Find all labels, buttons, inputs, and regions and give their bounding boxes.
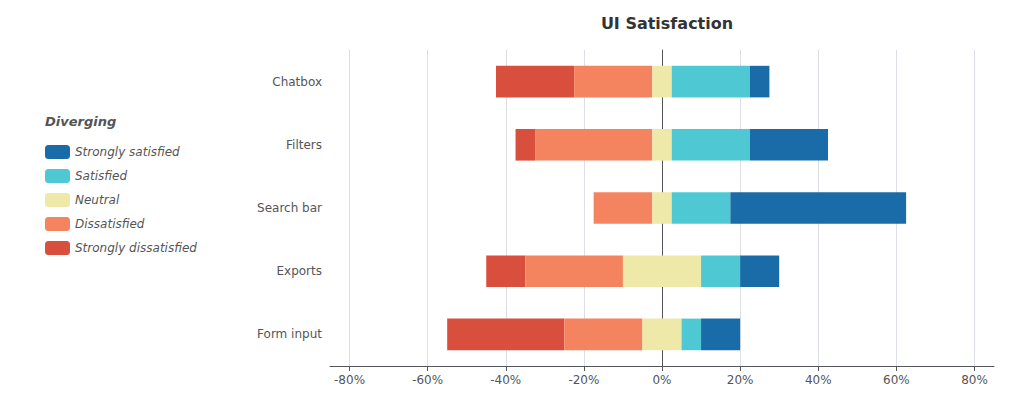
svg-text:-60%: -60% bbox=[412, 373, 443, 387]
svg-text:Neutral: Neutral bbox=[75, 193, 120, 207]
svg-text:Chatbox: Chatbox bbox=[272, 75, 322, 89]
svg-text:Filters: Filters bbox=[286, 138, 322, 152]
svg-text:60%: 60% bbox=[883, 373, 910, 387]
svg-text:-80%: -80% bbox=[334, 373, 365, 387]
svg-text:40%: 40% bbox=[805, 373, 832, 387]
svg-text:Strongly satisfied: Strongly satisfied bbox=[75, 145, 180, 159]
svg-text:20%: 20% bbox=[727, 373, 754, 387]
svg-text:Search bar: Search bar bbox=[257, 201, 322, 215]
svg-text:Form input: Form input bbox=[257, 327, 322, 341]
svg-text:80%: 80% bbox=[961, 373, 988, 387]
svg-text:Diverging: Diverging bbox=[45, 114, 116, 129]
svg-text:Exports: Exports bbox=[276, 264, 322, 278]
svg-text:UI Satisfaction: UI Satisfaction bbox=[601, 14, 733, 33]
svg-text:-40%: -40% bbox=[490, 373, 521, 387]
svg-text:Satisfied: Satisfied bbox=[75, 169, 127, 183]
svg-text:Dissatisfied: Dissatisfied bbox=[75, 217, 145, 231]
svg-text:Strongly dissatisfied: Strongly dissatisfied bbox=[75, 241, 197, 255]
svg-text:-20%: -20% bbox=[568, 373, 599, 387]
svg-text:0%: 0% bbox=[652, 373, 671, 387]
